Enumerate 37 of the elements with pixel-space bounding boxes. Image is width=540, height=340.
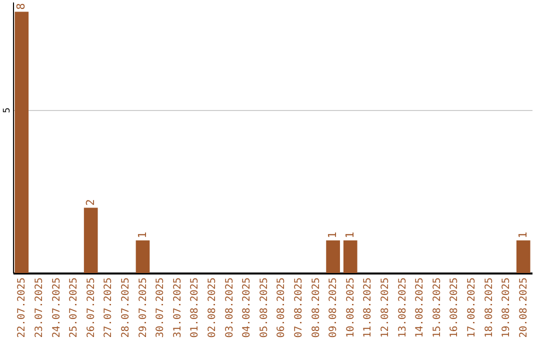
x-tick-label: 05.08.2025 [258, 278, 270, 338]
x-tick-label: 30.07.2025 [155, 278, 166, 338]
x-tick-label: 02.08.2025 [206, 278, 218, 338]
x-tick-label: 25.07.2025 [68, 278, 80, 338]
x-tick-label: 14.08.2025 [414, 278, 426, 338]
x-tick-label: 23.07.2025 [34, 278, 45, 338]
x-tick-label: 16.08.2025 [449, 278, 460, 338]
x-tick-label: 26.07.2025 [86, 278, 97, 338]
x-tick-label: 28.07.2025 [120, 278, 132, 338]
x-tick-label: 08.08.2025 [310, 278, 322, 338]
data-label: 8 [14, 3, 28, 10]
x-tick-label: 15.08.2025 [432, 278, 443, 338]
x-tick-label: 12.08.2025 [380, 278, 391, 338]
x-tick-label: 18.08.2025 [484, 278, 495, 338]
x-tick-label: 11.08.2025 [362, 278, 374, 338]
x-tick-label: 24.07.2025 [51, 278, 62, 338]
x-tick-label: 04.08.2025 [242, 278, 253, 338]
data-label: 1 [516, 232, 530, 238]
data-label: 1 [343, 232, 356, 238]
x-tick-label: 03.08.2025 [224, 278, 236, 338]
x-tick-label: 27.07.2025 [103, 278, 114, 338]
x-tick-label: 07.08.2025 [293, 278, 304, 338]
x-tick-label: 19.08.2025 [501, 278, 512, 338]
x-tick-label: 29.07.2025 [138, 278, 149, 338]
y-tick-label: 5 [2, 107, 12, 114]
x-tick-label: 10.08.2025 [345, 278, 356, 338]
data-label: 1 [136, 232, 149, 238]
x-tick-label: 31.07.2025 [172, 278, 184, 338]
x-tick-label: 17.08.2025 [466, 278, 478, 338]
x-tick-label: 20.08.2025 [518, 278, 530, 338]
x-tick-label: 06.08.2025 [276, 278, 288, 338]
x-tick-label: 01.08.2025 [190, 278, 201, 338]
x-tick-label: 09.08.2025 [328, 278, 340, 338]
x-tick-label: 22.07.2025 [16, 278, 28, 338]
x-tick-label: 13.08.2025 [397, 278, 408, 338]
data-label: 2 [84, 199, 97, 206]
data-label: 1 [326, 232, 340, 238]
